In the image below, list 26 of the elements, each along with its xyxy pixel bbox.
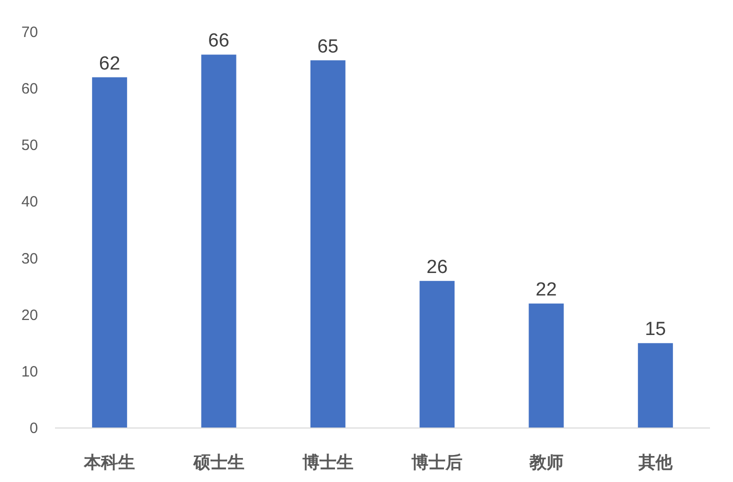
bar [420, 280, 455, 428]
y-tick-label: 50 [21, 137, 38, 154]
bar [528, 304, 564, 428]
y-tick-label: 40 [21, 194, 38, 211]
data-label: 22 [536, 280, 557, 301]
x-tick-label: 博士生 [301, 453, 354, 472]
data-label: 65 [317, 36, 338, 58]
data-label: 26 [426, 256, 448, 278]
y-tick-label: 20 [21, 306, 38, 324]
y-tick-label: 30 [21, 250, 38, 268]
data-label: 66 [208, 30, 230, 52]
bar [638, 343, 673, 428]
bar [310, 60, 346, 428]
x-tick-label: 硕士生 [192, 453, 244, 472]
y-tick-label: 60 [21, 80, 38, 98]
x-tick-label: 其他 [637, 453, 674, 472]
data-label: 62 [99, 53, 120, 74]
x-tick-label: 教师 [528, 453, 564, 472]
bar [92, 77, 128, 428]
y-tick-label: 70 [21, 24, 38, 41]
bar [201, 54, 236, 428]
x-tick-label: 本科生 [83, 453, 136, 472]
data-label: 15 [644, 319, 666, 340]
x-tick-label: 博士后 [410, 453, 463, 472]
y-tick-label: 0 [30, 420, 38, 437]
y-tick-label: 10 [21, 363, 38, 380]
